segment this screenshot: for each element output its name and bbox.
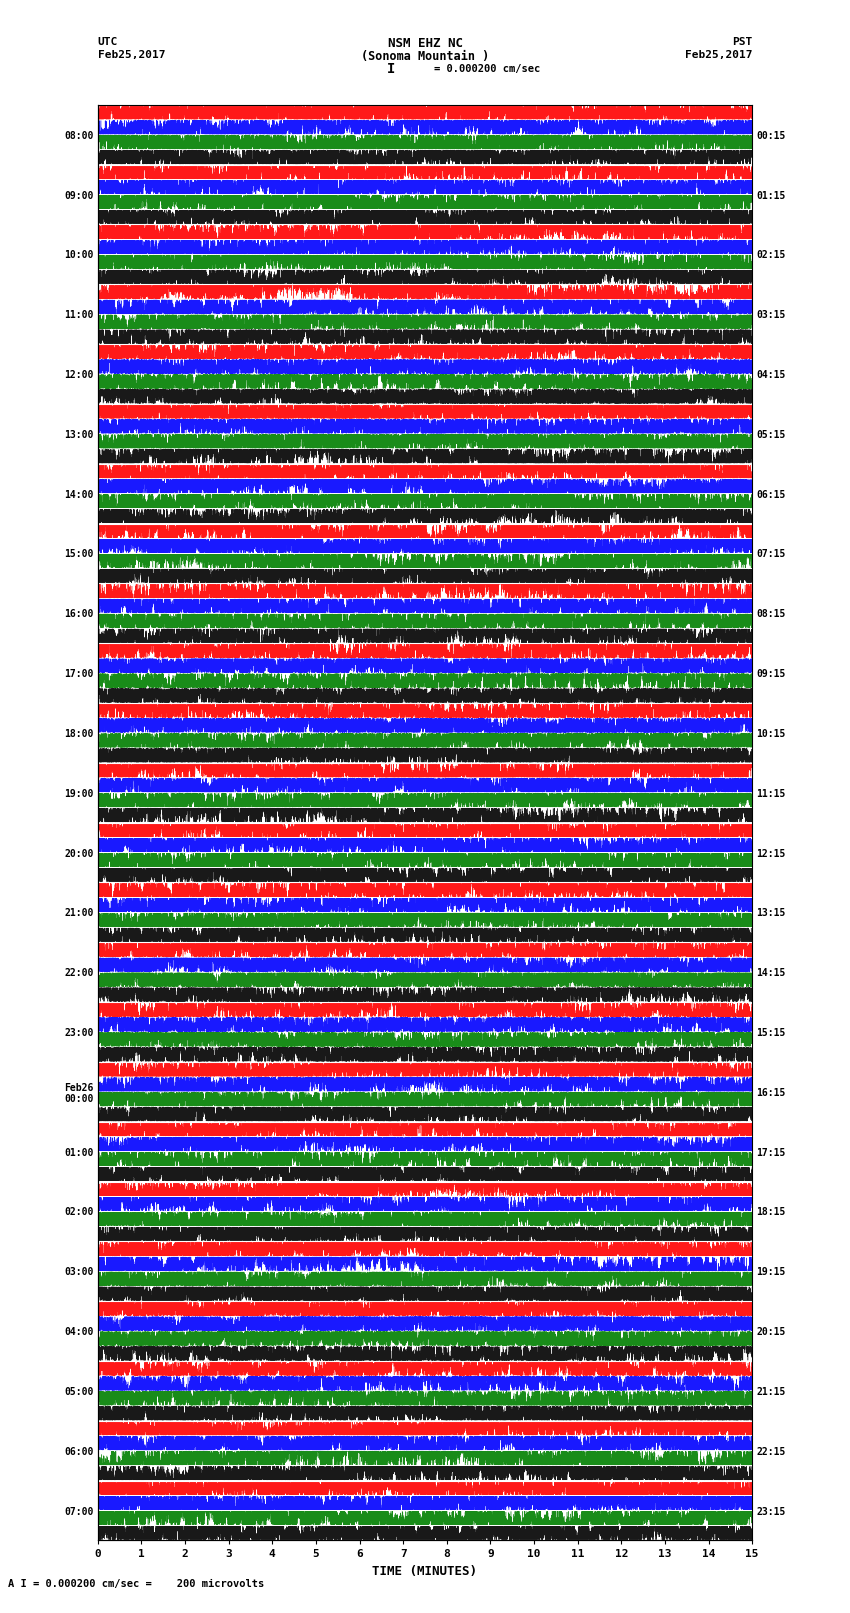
Text: A I = 0.000200 cm/sec =    200 microvolts: A I = 0.000200 cm/sec = 200 microvolts [8,1579,264,1589]
Text: PST: PST [732,37,752,47]
Text: Feb25,2017: Feb25,2017 [685,50,752,60]
Text: = 0.000200 cm/sec: = 0.000200 cm/sec [434,65,540,74]
Text: Feb25,2017: Feb25,2017 [98,50,165,60]
Text: NSM EHZ NC: NSM EHZ NC [388,37,462,50]
X-axis label: TIME (MINUTES): TIME (MINUTES) [372,1565,478,1578]
Text: (Sonoma Mountain ): (Sonoma Mountain ) [361,50,489,63]
Text: UTC: UTC [98,37,118,47]
Text: I: I [387,63,395,76]
